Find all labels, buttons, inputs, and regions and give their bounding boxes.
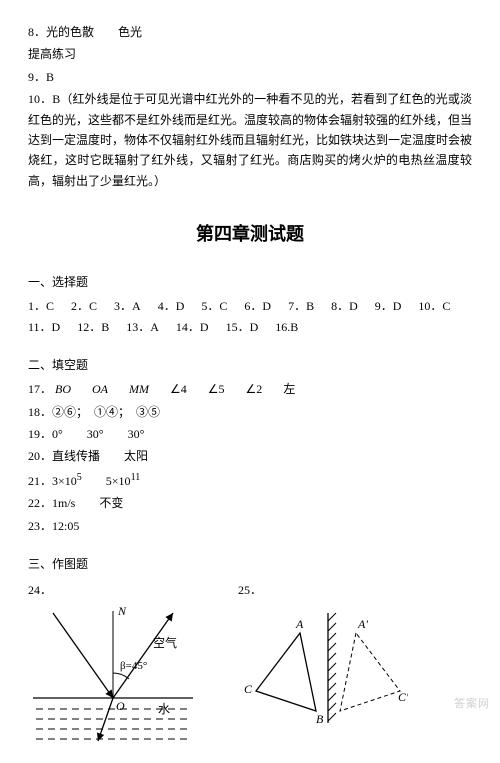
q-number: 17． xyxy=(28,382,52,396)
pretext-line: 8．光的色散 色光 xyxy=(28,22,472,42)
pretext-line: 提高练习 xyxy=(28,44,472,64)
choice-row: 1．C 2．C 3．A 4．D 5．C 6．D 7．B 8．D 9．D 10．C xyxy=(28,296,472,316)
fill-part: BO xyxy=(55,382,71,396)
label-N: N xyxy=(117,604,127,618)
fill-part: ∠5 xyxy=(208,382,225,396)
fill-22: 22．1m/s 不变 xyxy=(28,493,472,513)
ans: 1．C xyxy=(28,299,54,313)
ans: 8．D xyxy=(331,299,358,313)
pretext-line: 9．B xyxy=(28,67,472,87)
mirror-diagram: A B C A' C' xyxy=(238,603,408,733)
label-C2: C' xyxy=(398,690,408,704)
label-A: A xyxy=(295,617,304,631)
section-heading-fill: 二、填空题 xyxy=(28,355,472,375)
q-number: 24． xyxy=(28,580,198,600)
label-B: B xyxy=(316,712,324,726)
fill-19: 19．0° 30° 30° xyxy=(28,424,472,444)
ans: 2．C xyxy=(71,299,97,313)
section-heading-choice: 一、选择题 xyxy=(28,272,472,292)
fill-part: OA xyxy=(92,382,108,396)
label-air: 空气 xyxy=(153,635,177,650)
fill-part: MM xyxy=(129,382,149,396)
fill-part: ∠2 xyxy=(246,382,263,396)
ans: 5．C xyxy=(201,299,227,313)
ans: 3．A xyxy=(114,299,141,313)
ans: 4．D xyxy=(158,299,185,313)
sup: 11 xyxy=(131,472,141,483)
figure-24: 24． N β=45° 空气 O xyxy=(28,580,198,742)
label-C: C xyxy=(244,682,253,696)
figure-25: 25． A B C xyxy=(238,580,408,732)
fill-23: 23．12:05 xyxy=(28,516,472,536)
ans: 12．B xyxy=(77,320,109,334)
ans: 11．D xyxy=(28,320,60,334)
watermark: 答案网 xyxy=(454,695,490,714)
fill-21: 21．3×105 5×1011 xyxy=(28,469,472,491)
chapter-title: 第四章测试题 xyxy=(28,219,472,250)
ans: 7．B xyxy=(288,299,314,313)
ans: 9．D xyxy=(375,299,402,313)
fill-18: 18．②⑥； ①④； ③⑤ xyxy=(28,402,472,422)
ans: 14．D xyxy=(176,320,209,334)
ans: 15．D xyxy=(226,320,259,334)
ans: 10．C xyxy=(418,299,450,313)
label-O: O xyxy=(116,699,125,713)
refraction-diagram: N β=45° 空气 O 水 xyxy=(28,603,198,743)
fill-20: 20．直线传播 太阳 xyxy=(28,446,472,466)
fill-21-pre: 21．3×10 xyxy=(28,474,77,488)
label-beta: β=45° xyxy=(120,660,147,672)
fill-21-mid: 5×10 xyxy=(82,474,131,488)
ans: 16.B xyxy=(275,320,298,334)
fill-part: 左 xyxy=(283,382,295,396)
section-heading-draw: 三、作图题 xyxy=(28,554,472,574)
q-number: 25． xyxy=(238,580,408,600)
choice-row: 11．D 12．B 13．A 14．D 15．D 16.B xyxy=(28,317,472,337)
label-A2: A' xyxy=(357,617,368,631)
fill-part: ∠4 xyxy=(170,382,187,396)
pretext-paragraph: 10．B（红外线是位于可见光谱中红光外的一种看不见的光，若看到了红色的光或淡红色… xyxy=(28,89,472,191)
ans: 13．A xyxy=(126,320,159,334)
fill-17: 17． BO OA MM ∠4 ∠5 ∠2 左 xyxy=(28,379,472,399)
ans: 6．D xyxy=(244,299,271,313)
